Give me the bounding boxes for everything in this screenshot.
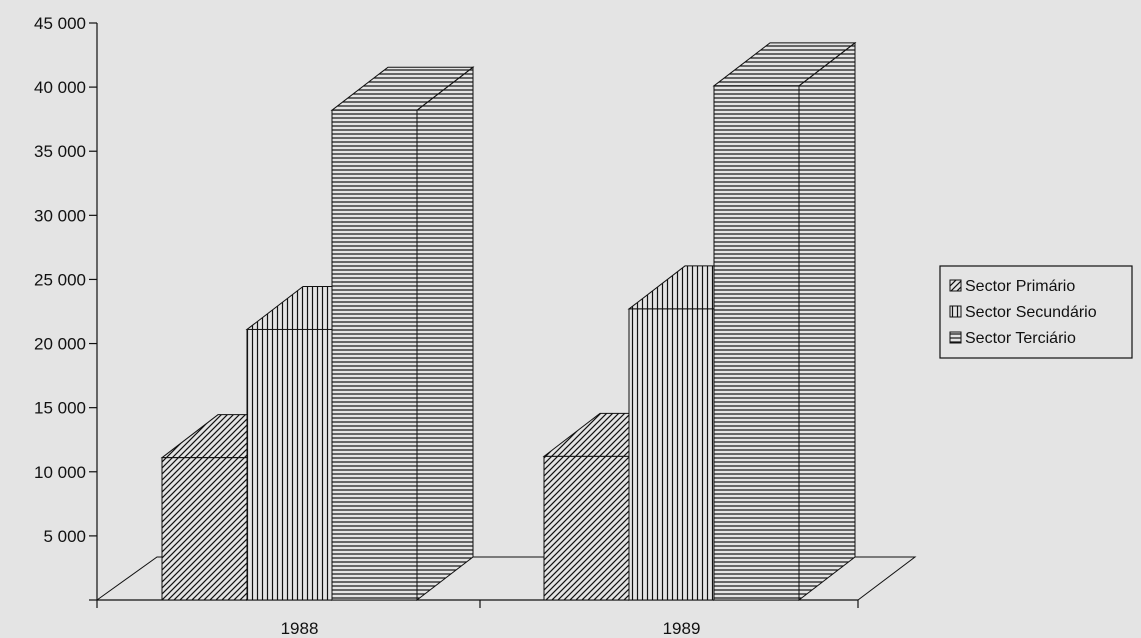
bar-side-face — [798, 41, 856, 602]
legend-entry-label: Sector Secundário — [965, 304, 1097, 321]
bar-front-face — [628, 308, 715, 601]
legend-entry-label: Sector Terciário — [965, 330, 1076, 347]
y-tick-label: 30 000 — [34, 206, 86, 225]
bar-front-face — [331, 109, 418, 601]
bar-front-face — [543, 455, 630, 601]
y-tick-label: 40 000 — [34, 78, 86, 97]
y-tick-label: 25 000 — [34, 270, 86, 289]
legend-swatch — [949, 279, 962, 292]
bar — [712, 41, 857, 602]
bar-front-face — [161, 457, 248, 601]
y-tick-label: 10 000 — [34, 463, 86, 482]
bar-front-face — [246, 328, 333, 601]
bar-side-face — [416, 66, 474, 602]
bar-front-face — [713, 85, 800, 601]
y-tick-label: 5 000 — [43, 527, 86, 546]
y-tick-label: 35 000 — [34, 142, 86, 161]
legend-box — [939, 265, 1133, 359]
x-category-label: 1988 — [281, 619, 319, 638]
x-category-label: 1989 — [663, 619, 701, 638]
legend-swatch — [949, 305, 962, 318]
legend-entry-label: Sector Primário — [965, 278, 1075, 295]
bar — [330, 66, 475, 602]
legend-swatch — [949, 331, 962, 344]
y-tick-label: 45 000 — [34, 14, 86, 33]
y-tick-label: 15 000 — [34, 399, 86, 418]
y-tick-label: 20 000 — [34, 335, 86, 354]
